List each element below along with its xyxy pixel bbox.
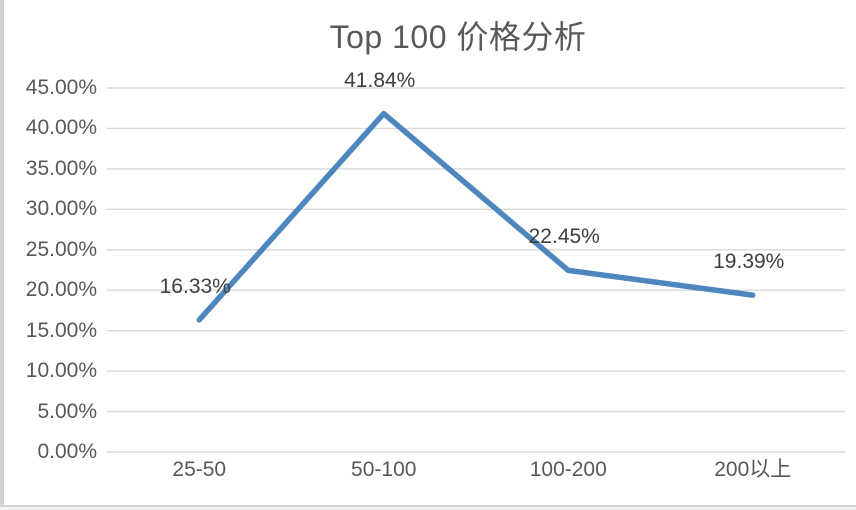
data-label: 16.33% [159,274,231,298]
chart-title: Top 100 价格分析 [329,19,587,55]
x-category-label: 200以上 [714,458,792,481]
x-category-label: 50-100 [351,458,417,481]
x-category-label: 100-200 [529,458,607,481]
window-left-edge [0,0,4,510]
window-bottom-edge [0,505,856,510]
y-tick-label: 25.00% [25,237,97,261]
y-tick-label: 10.00% [25,359,97,383]
y-tick-label: 35.00% [25,156,97,180]
y-tick-label: 5.00% [37,399,97,423]
data-label: 19.39% [713,250,785,274]
y-tick-label: 40.00% [25,116,97,140]
y-tick-label: 15.00% [25,318,97,342]
y-tick-label: 30.00% [25,197,97,221]
y-tick-label: 0.00% [37,440,97,463]
series-line [196,110,756,323]
y-tick-label: 20.00% [25,278,97,302]
x-category-label: 25-50 [172,458,227,481]
data-label: 41.84% [344,68,416,92]
data-label: 22.45% [528,225,600,249]
y-tick-label: 45.00% [25,76,97,99]
